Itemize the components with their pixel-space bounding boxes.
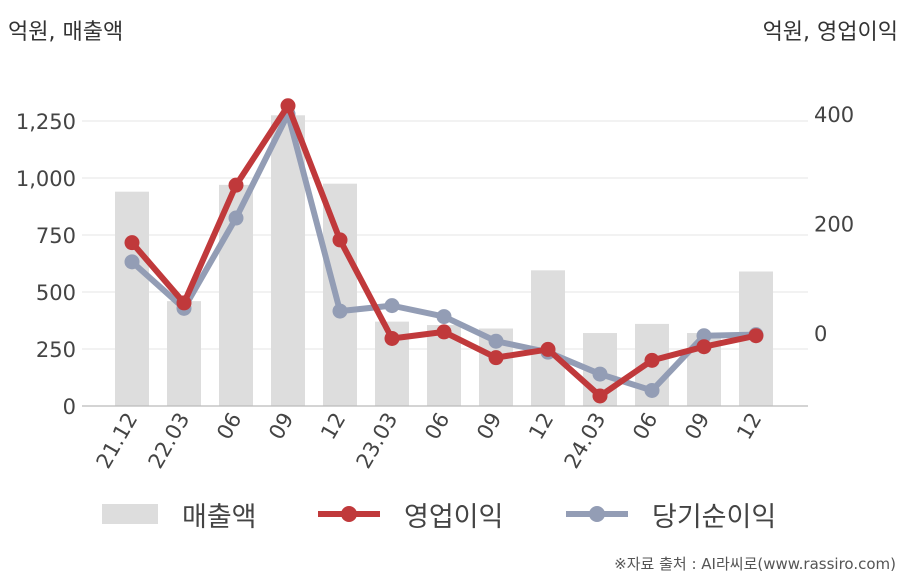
- left-y-tick-label: 1,000: [16, 167, 76, 191]
- net-income-point: [644, 382, 660, 398]
- operating-income-point: [332, 232, 348, 248]
- right-axis-unit: 억원, 영업이익: [762, 20, 898, 45]
- left-y-tick-label: 500: [36, 281, 76, 305]
- left-y-tick-label: 750: [36, 224, 76, 248]
- net-income-point: [436, 309, 452, 325]
- x-tick-label: 24.03: [559, 409, 610, 473]
- left-y-tick-label: 250: [36, 338, 76, 362]
- x-tick-label: 06: [420, 409, 454, 444]
- operating-income-point: [384, 330, 400, 346]
- combo-chart: 0 250 500 750 1,000 1,250 0 200 400 21.12 22.03 0…: [16, 98, 854, 473]
- x-tick-label: 06: [628, 409, 662, 444]
- left-y-ticks: 0 250 500 750 1,000 1,250: [16, 110, 76, 419]
- right-y-tick-label: 200: [814, 213, 854, 237]
- x-tick-label: 09: [264, 409, 298, 444]
- operating-income-point: [436, 324, 452, 340]
- right-y-ticks: 0 200 400: [814, 103, 854, 346]
- legend-item-op[interactable]: 영업이익: [316, 492, 503, 536]
- legend-label-sales: 매출액: [182, 501, 257, 533]
- x-tick-labels: 21.12 22.03 06 09 12 23.03 06 09 12 24.03 06 09 12: [91, 409, 766, 473]
- net-income-point: [384, 298, 400, 314]
- operating-income-point: [124, 235, 140, 251]
- right-y-tick-label: 400: [814, 103, 854, 127]
- net-income-point: [124, 254, 140, 270]
- operating-income-point: [592, 388, 608, 404]
- net-income-point: [488, 333, 504, 349]
- profit-lines: [124, 98, 764, 404]
- left-axis-unit: 억원, 매출액: [8, 20, 124, 45]
- left-y-tick-label: 1,250: [16, 110, 76, 134]
- sales-bars: [115, 115, 773, 407]
- right-y-tick-label: 0: [814, 322, 827, 346]
- left-y-tick-label: 0: [63, 395, 76, 419]
- x-tick-label: 09: [472, 409, 506, 444]
- x-tick-label: 09: [680, 409, 714, 444]
- net-income-point: [592, 366, 608, 382]
- x-tick-label: 22.03: [143, 409, 194, 473]
- operating-income-point: [228, 177, 244, 193]
- x-tick-label: 12: [524, 409, 558, 444]
- operating-income-point: [280, 98, 296, 114]
- x-tick-label: 06: [212, 409, 246, 444]
- legend-label-net: 당기순이익: [652, 501, 777, 533]
- legend-item-net[interactable]: 당기순이익: [564, 492, 776, 536]
- legend-item-sales[interactable]: 매출액: [100, 492, 257, 536]
- operating-income-point: [176, 295, 192, 311]
- sales-bar: [115, 191, 149, 406]
- legend-label-op: 영업이익: [404, 501, 504, 533]
- operating-income-point: [696, 339, 712, 355]
- sales-bar: [323, 183, 357, 406]
- sales-bar: [531, 270, 565, 406]
- operating-income-point: [488, 350, 504, 366]
- legend-swatch-op: [318, 506, 380, 522]
- sales-bar: [167, 301, 201, 406]
- x-tick-label: 12: [316, 409, 350, 444]
- operating-income-point: [748, 328, 764, 344]
- legend: 매출액 영업이익 당기순이익: [0, 492, 908, 542]
- net-income-point: [332, 303, 348, 319]
- operating-income-point: [644, 352, 660, 368]
- net-income-point: [696, 328, 712, 344]
- legend-swatch-net: [566, 506, 628, 522]
- x-tick-label: 21.12: [91, 409, 142, 473]
- legend-swatch-sales: [102, 504, 158, 524]
- net-income-point: [228, 210, 244, 226]
- source-note: ※자료 출처 : AI라씨로(www.rassiro.com): [614, 555, 896, 573]
- x-tick-label: 23.03: [351, 409, 402, 473]
- operating-income-point: [540, 341, 556, 357]
- x-tick-label: 12: [732, 409, 766, 444]
